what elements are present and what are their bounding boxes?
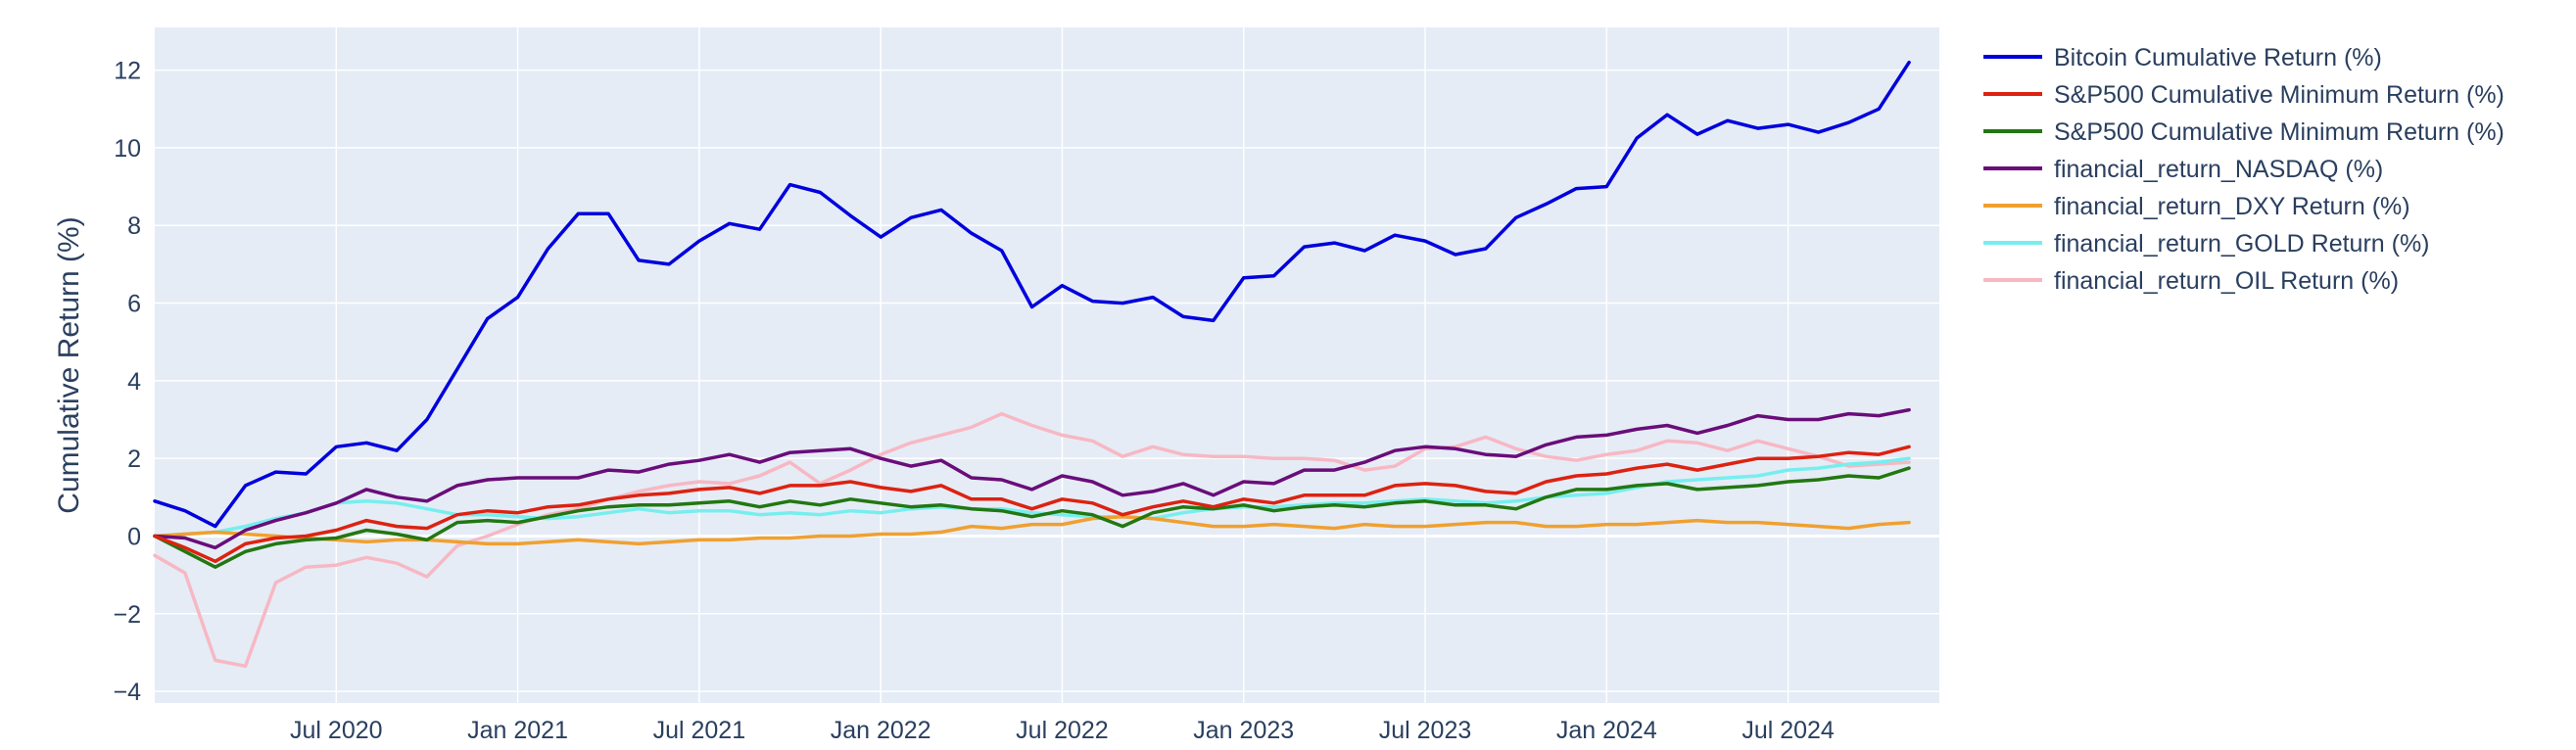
y-tick-label: 0 [127, 523, 141, 550]
legend-item-0[interactable]: Bitcoin Cumulative Return (%) [1983, 44, 2382, 71]
series-line-4 [153, 514, 1911, 546]
x-tick-label: Jul 2021 [653, 717, 746, 744]
series-line-6 [153, 411, 1911, 669]
x-tick-label: Jul 2020 [290, 717, 383, 744]
x-tick-label: Jan 2022 [831, 717, 931, 744]
series-line-3 [153, 407, 1911, 550]
y-tick-label: −4 [113, 679, 141, 706]
series-lines [153, 60, 1911, 669]
grid-lines [155, 27, 1939, 703]
y-tick-label: 12 [114, 58, 141, 85]
legend-item-2[interactable]: S&P500 Cumulative Minimum Return (%) [1983, 118, 2504, 146]
x-tick-label: Jan 2023 [1193, 717, 1294, 744]
y-tick-label: 8 [127, 212, 141, 240]
x-tick-label: Jan 2021 [467, 717, 568, 744]
plot-area [155, 27, 1939, 703]
x-tick-label: Jul 2022 [1016, 717, 1109, 744]
y-tick-label: 6 [127, 291, 141, 318]
legend[interactable]: Bitcoin Cumulative Return (%) S&P500 Cumu… [1983, 44, 2504, 295]
legend-item-4[interactable]: financial_return_DXY Return (%) [1983, 193, 2410, 220]
legend-label: financial_return_NASDAQ (%) [2054, 156, 2383, 183]
legend-label: financial_return_DXY Return (%) [2054, 193, 2410, 220]
y-axis-title: Cumulative Return (%) [53, 216, 85, 513]
legend-label: financial_return_OIL Return (%) [2054, 267, 2399, 295]
y-tick-label: 4 [127, 368, 141, 396]
series-line-5 [153, 456, 1911, 539]
legend-item-3[interactable]: financial_return_NASDAQ (%) [1983, 156, 2383, 183]
series-line-2 [153, 466, 1911, 569]
y-axis-ticks: 12 10 8 6 4 2 0 −2 −4 [113, 58, 141, 706]
legend-item-6[interactable]: financial_return_OIL Return (%) [1983, 267, 2399, 295]
x-axis-ticks: Jul 2020 Jan 2021 Jul 2021 Jan 2022 Jul 2022… [290, 717, 1835, 744]
legend-label: financial_return_GOLD Return (%) [2054, 230, 2430, 258]
legend-item-5[interactable]: financial_return_GOLD Return (%) [1983, 230, 2430, 258]
legend-label: Bitcoin Cumulative Return (%) [2054, 44, 2382, 71]
legend-item-1[interactable]: S&P500 Cumulative Minimum Return (%) [1983, 81, 2504, 109]
series-line-1 [153, 445, 1911, 564]
legend-label: S&P500 Cumulative Minimum Return (%) [2054, 81, 2504, 109]
x-tick-label: Jan 2024 [1556, 717, 1657, 744]
x-tick-label: Jul 2024 [1741, 717, 1835, 744]
x-tick-label: Jul 2023 [1379, 717, 1472, 744]
y-tick-label: −2 [113, 601, 141, 629]
legend-label: S&P500 Cumulative Minimum Return (%) [2054, 118, 2504, 146]
series-line-0 [153, 60, 1911, 529]
y-tick-label: 2 [127, 445, 141, 473]
y-tick-label: 10 [114, 135, 141, 163]
